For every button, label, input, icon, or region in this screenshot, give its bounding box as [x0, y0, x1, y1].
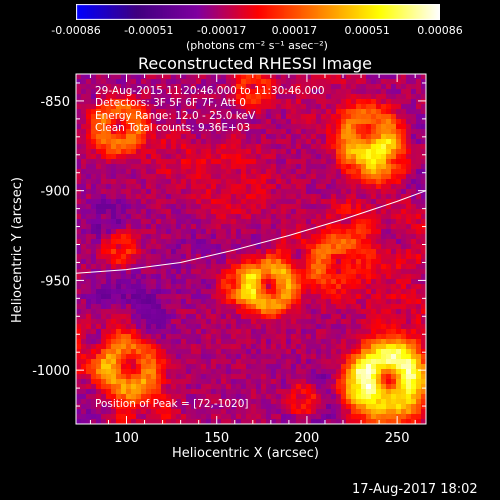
x-axis-label: Heliocentric X (arcsec)	[172, 446, 319, 461]
x-tick-label: 100	[114, 431, 139, 446]
y-tick-label: -950	[40, 274, 70, 289]
info-line-detectors: Detectors: 3F 5F 6F 7F, Att 0	[95, 97, 246, 109]
peak-position-label: Position of Peak = [72,-1020]	[95, 398, 249, 410]
y-axis-label: Heliocentric Y (arcsec)	[10, 177, 25, 323]
colorbar-tick-label: 0.00086	[417, 24, 463, 37]
colorbar	[76, 4, 440, 20]
plot-title: Reconstructed RHESSI Image	[138, 54, 372, 73]
y-tick-label: -900	[40, 185, 70, 200]
x-tick-label: 250	[385, 431, 410, 446]
x-tick-label: 150	[204, 431, 229, 446]
colorbar-tick-label: -0.00051	[124, 24, 174, 37]
heatmap-image	[76, 74, 426, 424]
x-tick-label: 200	[295, 431, 320, 446]
colorbar-tick-label: -0.00017	[196, 24, 247, 37]
colorbar-tick-label: -0.00086	[51, 24, 101, 37]
info-line-counts: Clean Total counts: 9.36E+03	[95, 122, 251, 134]
colorbar-unit-label: (photons cm⁻² s⁻¹ asec⁻²)	[186, 39, 328, 52]
footer-timestamp: 17-Aug-2017 18:02	[352, 482, 478, 497]
colorbar-tick-label: 0.00017	[271, 24, 318, 37]
colorbar-tick-label: 0.00051	[344, 24, 390, 37]
info-line-energy-range: Energy Range: 12.0 - 25.0 keV	[95, 110, 256, 122]
y-tick-label: -850	[40, 95, 70, 110]
info-line-time-range: 29-Aug-2015 11:20:46.000 to 11:30:46.000	[95, 85, 325, 97]
y-tick-label: -1000	[32, 364, 70, 379]
plot-border	[75, 73, 427, 425]
solar-limb-curve	[75, 190, 427, 274]
